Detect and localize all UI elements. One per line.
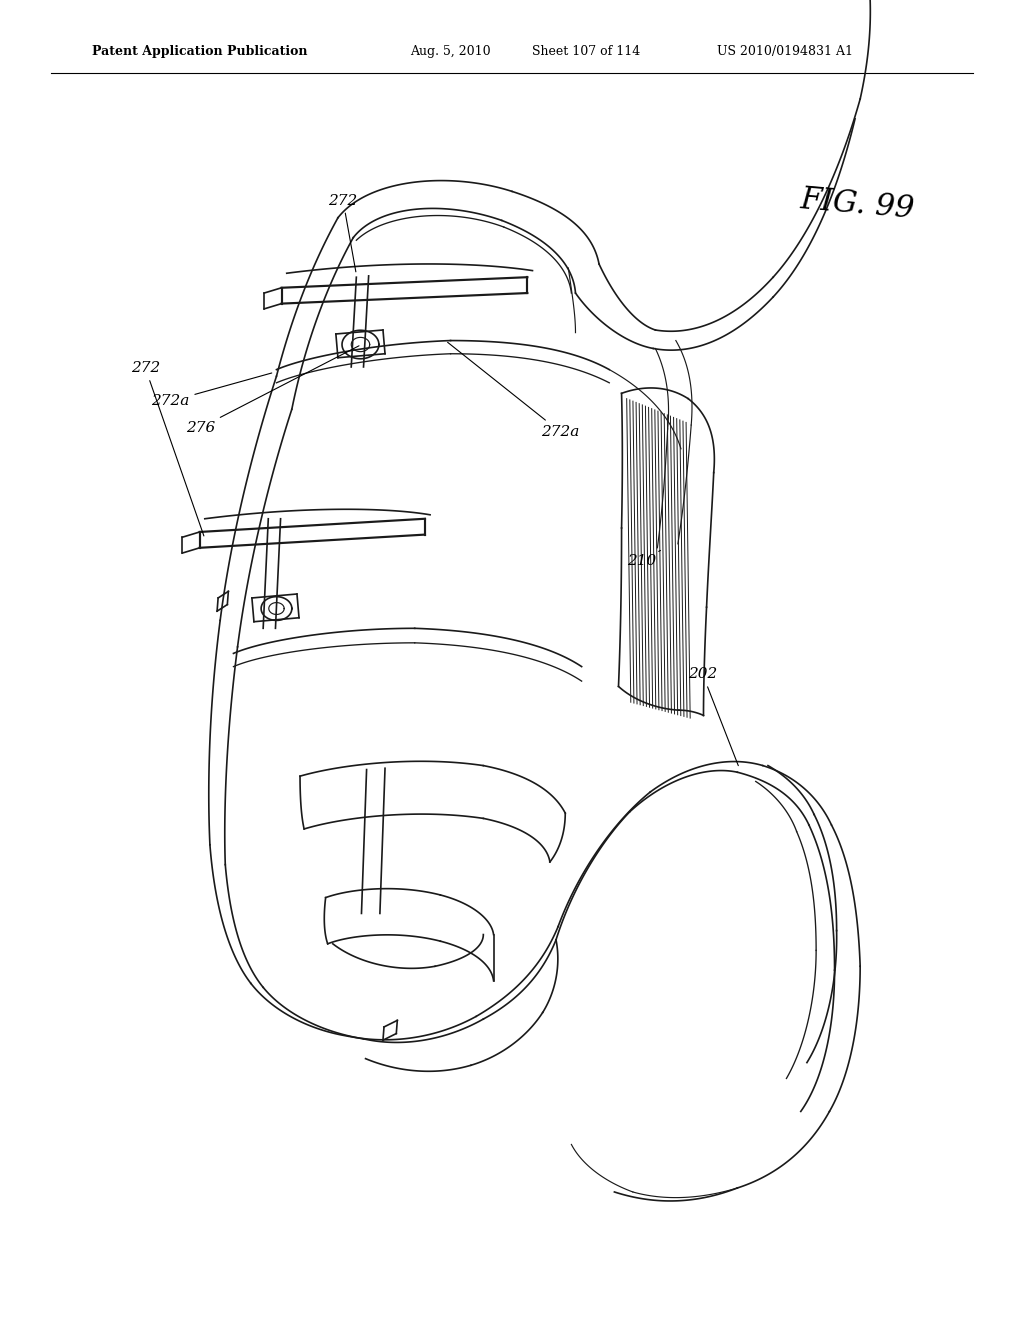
Text: 272a: 272a bbox=[447, 342, 579, 438]
Text: 272: 272 bbox=[329, 194, 357, 272]
Text: Patent Application Publication: Patent Application Publication bbox=[92, 45, 307, 58]
Text: Aug. 5, 2010: Aug. 5, 2010 bbox=[410, 45, 490, 58]
Text: US 2010/0194831 A1: US 2010/0194831 A1 bbox=[717, 45, 853, 58]
Text: 276: 276 bbox=[185, 346, 359, 434]
Text: Sheet 107 of 114: Sheet 107 of 114 bbox=[532, 45, 641, 58]
Text: 272: 272 bbox=[131, 362, 204, 536]
Text: 202: 202 bbox=[688, 668, 738, 766]
Text: 272a: 272a bbox=[152, 374, 271, 408]
Text: 210: 210 bbox=[627, 550, 660, 568]
Text: FIG. 99: FIG. 99 bbox=[799, 183, 915, 224]
